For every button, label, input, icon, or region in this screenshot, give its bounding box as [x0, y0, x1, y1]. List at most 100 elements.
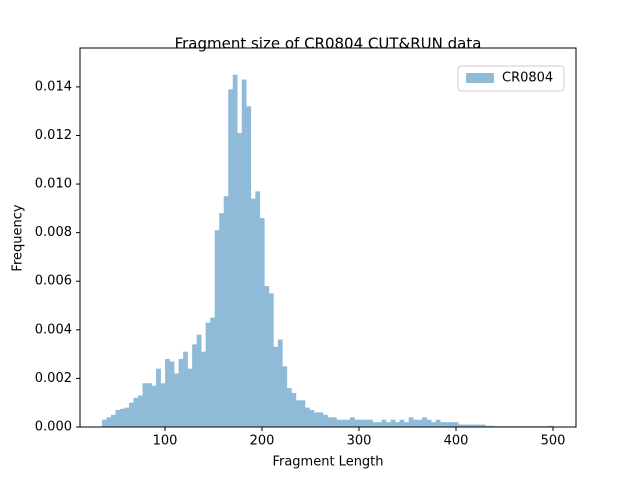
histogram-bar — [237, 133, 243, 428]
histogram-bar — [354, 419, 360, 427]
histogram-bar — [404, 422, 409, 427]
y-tick-label: 0.000 — [35, 420, 72, 435]
histogram-bar — [147, 383, 152, 427]
x-tick-label: 400 — [444, 434, 469, 449]
histogram-bar — [313, 412, 319, 427]
y-tick-label: 0.014 — [35, 79, 72, 94]
histogram-bar — [377, 422, 382, 427]
histogram-bar — [115, 409, 121, 427]
histogram-bar — [128, 402, 134, 427]
y-tick-label: 0.004 — [35, 322, 72, 337]
histogram-bar — [187, 368, 193, 427]
histogram-bar — [350, 417, 355, 427]
histogram-bar — [196, 334, 202, 427]
histogram-bar — [363, 419, 369, 427]
histogram-bar — [318, 412, 324, 427]
histogram-bar — [345, 419, 351, 427]
histogram-bar — [264, 286, 270, 427]
histogram-bar — [214, 230, 220, 427]
histogram-bar — [548, 425, 554, 427]
histogram-bar — [192, 344, 197, 427]
y-tick-label: 0.012 — [35, 128, 72, 143]
histogram-bar — [241, 79, 247, 427]
histogram-bar — [250, 198, 256, 427]
histogram-bar — [453, 422, 459, 427]
histogram-bar — [480, 424, 486, 427]
histogram-bar — [381, 419, 387, 427]
x-tick-label: 200 — [250, 434, 275, 449]
histogram-bar — [205, 322, 211, 427]
histogram-bar — [291, 392, 297, 427]
histogram-bar — [395, 422, 400, 427]
histogram-bar — [178, 358, 184, 427]
x-tick-label: 500 — [541, 434, 566, 449]
legend-label: CR0804 — [502, 71, 553, 86]
histogram-bar — [336, 419, 342, 427]
histogram-bar — [156, 368, 161, 427]
histogram-bar — [142, 383, 148, 427]
histogram-bar — [399, 419, 405, 427]
histogram-bar — [426, 419, 432, 427]
histogram-bar — [408, 417, 414, 427]
histogram-bar — [165, 358, 170, 427]
histogram-bar — [133, 397, 139, 427]
chart-title: Fragment size of CR0804 CUT&RUN data — [175, 35, 482, 53]
histogram-bar — [277, 339, 283, 427]
histogram-bar — [295, 400, 301, 427]
histogram-bar — [458, 424, 464, 427]
histogram-bar — [174, 373, 179, 427]
histogram-bar — [422, 417, 428, 427]
histogram-bar — [444, 422, 450, 427]
plot-frame — [79, 47, 577, 428]
histogram-bar — [210, 317, 215, 427]
histogram-bar — [413, 419, 418, 427]
histogram-bar — [489, 425, 495, 427]
histogram-bar — [485, 425, 491, 427]
histogram-bar — [331, 417, 337, 427]
histogram-bar — [106, 417, 112, 427]
x-tick-label: 300 — [347, 434, 372, 449]
histogram-bar — [435, 419, 441, 427]
histogram-bar — [304, 407, 310, 427]
legend-swatch — [466, 73, 494, 83]
histogram-bar — [223, 196, 229, 427]
histogram-bar — [282, 366, 288, 427]
histogram-bar — [151, 385, 157, 427]
histogram-bar — [101, 419, 107, 427]
histogram-bar — [359, 419, 364, 427]
histogram-bar — [431, 422, 437, 427]
histogram-bar — [160, 383, 166, 427]
y-tick-label: 0.006 — [35, 274, 72, 289]
histogram-bar — [440, 422, 446, 427]
histogram-bar — [386, 422, 391, 427]
histogram-bar — [471, 424, 477, 427]
histogram-bar — [372, 422, 378, 427]
histogram-bar — [417, 419, 423, 427]
legend-box — [457, 65, 565, 92]
y-tick-label: 0.008 — [35, 225, 72, 240]
y-tick-label: 0.010 — [35, 177, 72, 192]
histogram-bar — [201, 351, 206, 427]
histogram-bar — [183, 351, 188, 427]
y-tick-label: 0.002 — [35, 371, 72, 386]
x-axis-label: Fragment Length — [272, 455, 383, 470]
histogram-bar — [467, 424, 473, 427]
x-tick-label: 100 — [153, 434, 178, 449]
histogram-bar — [273, 346, 279, 427]
histogram-bar — [462, 424, 468, 427]
histogram-bar — [368, 419, 373, 427]
histogram-bar — [246, 106, 252, 428]
histogram-bar — [119, 408, 125, 427]
histogram-bar — [340, 419, 346, 427]
histogram-bar — [327, 417, 333, 427]
histogram-bar — [390, 419, 396, 427]
histogram-bar — [268, 293, 274, 427]
histogram-bar — [259, 218, 265, 427]
histogram-bar — [124, 407, 130, 427]
histogram-bar — [219, 213, 225, 427]
histogram-bar — [476, 424, 482, 427]
histogram-bar — [232, 74, 238, 427]
histogram-bar — [255, 191, 261, 427]
